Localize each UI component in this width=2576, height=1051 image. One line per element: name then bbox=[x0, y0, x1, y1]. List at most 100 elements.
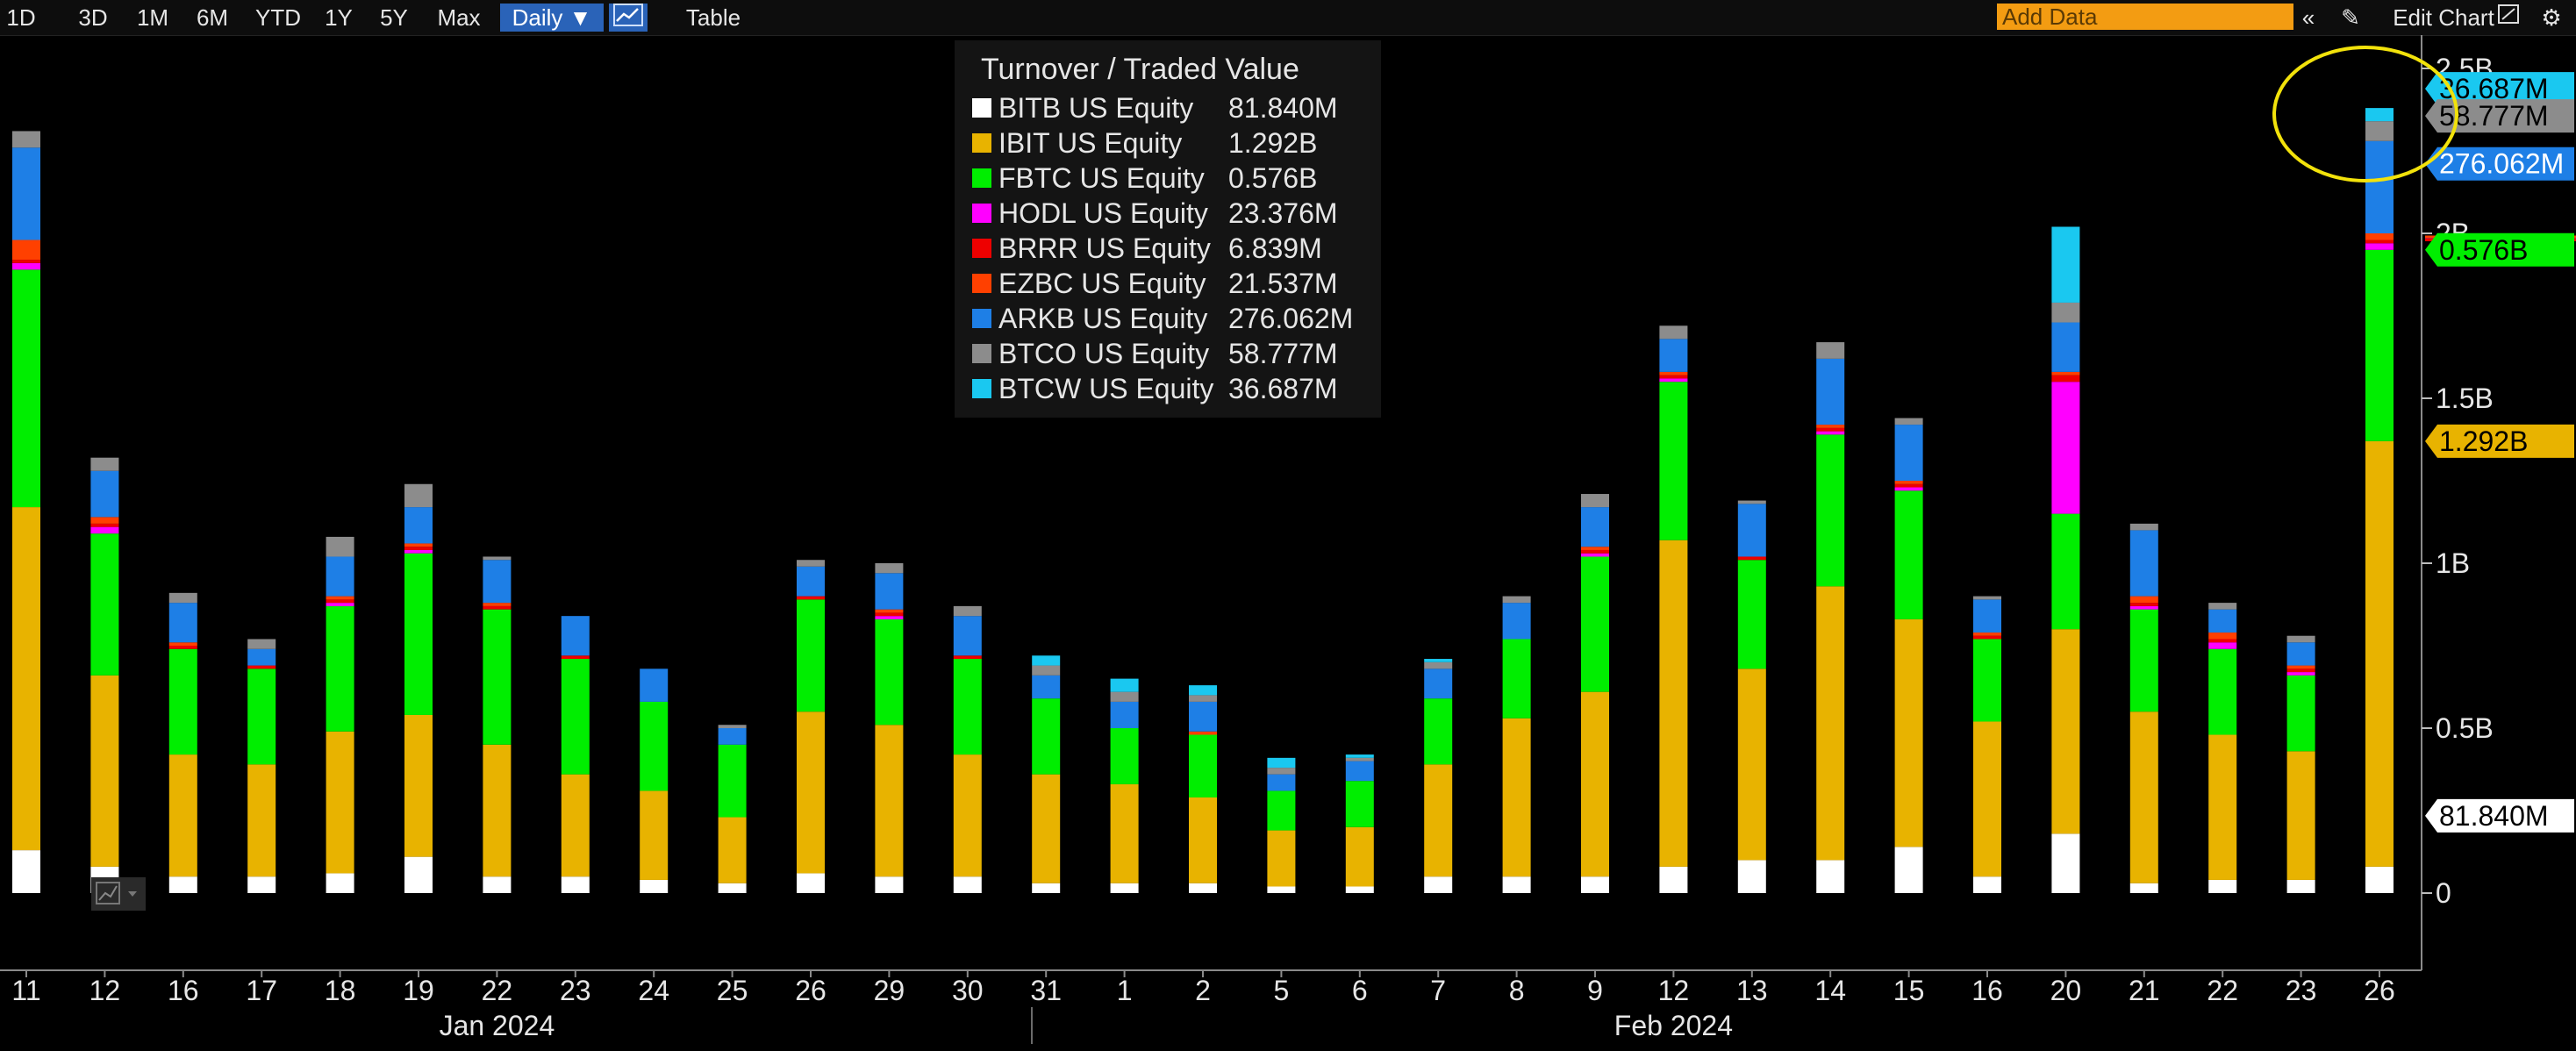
x-tick-label: 14 bbox=[1814, 975, 1846, 1006]
bar-segment-bitb bbox=[2129, 883, 2158, 893]
bar-segment-brrr bbox=[561, 655, 590, 660]
range-button-3d[interactable]: 3D bbox=[78, 4, 108, 31]
bar-segment-ibit bbox=[483, 744, 512, 877]
bar-segment-btco bbox=[1737, 500, 1766, 504]
chart-toolbar: 1D 3D 1M 6M YTD 1Y 5Y Max Daily ▼ Table Add Dat… bbox=[0, 0, 2576, 36]
bar-segment-arkb bbox=[875, 573, 904, 610]
bar-segment-ezbc bbox=[1659, 371, 1688, 375]
range-button-5y[interactable]: 5Y bbox=[380, 4, 408, 31]
bar-segment-ibit bbox=[2208, 734, 2237, 880]
bar-segment-btco bbox=[247, 639, 276, 649]
x-tick-label: 22 bbox=[2207, 975, 2238, 1006]
bar-segment-hodl bbox=[2129, 605, 2158, 610]
bar-segment-fbtc bbox=[326, 605, 354, 732]
bar-segment-brrr bbox=[2208, 639, 2237, 643]
bar-segment-btco bbox=[1816, 342, 1845, 359]
bar-segment-fbtc bbox=[404, 553, 433, 715]
bar-segment-fbtc bbox=[1894, 490, 1923, 619]
collapse-icon[interactable]: « bbox=[2301, 4, 2315, 31]
bar-segment-ezbc bbox=[483, 603, 512, 606]
bar-segment-hodl bbox=[12, 262, 40, 270]
bar-segment-bitb bbox=[483, 876, 512, 893]
bar-segment-brrr bbox=[1737, 556, 1766, 561]
bar-segment-btco bbox=[1345, 757, 1374, 761]
bar-segment-arkb bbox=[1894, 425, 1923, 481]
legend-label: EZBC US Equity bbox=[998, 268, 1206, 299]
bar-segment-fbtc bbox=[2208, 648, 2237, 735]
bar-segment-ezbc bbox=[875, 609, 904, 613]
bar-segment-brrr bbox=[483, 605, 512, 610]
bar-segment-bitb bbox=[2051, 833, 2080, 893]
bar-segment-arkb bbox=[483, 560, 512, 604]
pencil-icon[interactable]: ✎ bbox=[2341, 4, 2360, 31]
value-tag-btco: 58.777M bbox=[2425, 99, 2574, 133]
legend-item-fbtc: FBTC US Equity 0.576B bbox=[972, 161, 1381, 196]
x-tick-label: 7 bbox=[1430, 975, 1446, 1006]
bar-segment-fbtc bbox=[2129, 609, 2158, 712]
bar-segment-ibit bbox=[326, 731, 354, 874]
bar-segment-btco bbox=[1659, 325, 1688, 340]
range-button-1d[interactable]: 1D bbox=[6, 4, 36, 31]
bar-segment-ibit bbox=[953, 754, 982, 877]
bar-segment-btco bbox=[2051, 302, 2080, 323]
x-tick-label: 31 bbox=[1030, 975, 1062, 1006]
bar-segment-fbtc bbox=[1659, 382, 1688, 540]
bar-segment-ezbc bbox=[326, 596, 354, 600]
x-tick-label: 30 bbox=[952, 975, 984, 1006]
svg-text:0.576B: 0.576B bbox=[2439, 234, 2528, 266]
bar-segment-ibit bbox=[718, 817, 747, 883]
bar-segment-hodl bbox=[326, 603, 354, 606]
bar-segment-hodl bbox=[1659, 378, 1688, 383]
gear-icon[interactable]: ⚙ bbox=[2541, 4, 2562, 31]
x-tick-label: 29 bbox=[874, 975, 905, 1006]
legend-swatch bbox=[972, 343, 991, 363]
chart-type-icon[interactable] bbox=[609, 4, 648, 32]
range-button-6m[interactable]: 6M bbox=[196, 4, 229, 31]
bar-segment-ibit bbox=[2051, 629, 2080, 834]
range-button-1y[interactable]: 1Y bbox=[325, 4, 353, 31]
bar-segment-fbtc bbox=[1581, 556, 1609, 692]
chart-thumbnail-icon[interactable] bbox=[91, 877, 146, 911]
bar-segment-fbtc bbox=[2286, 675, 2315, 752]
chart-settings-icon[interactable] bbox=[2492, 4, 2527, 32]
bar-segment-arkb bbox=[2208, 609, 2237, 633]
legend-item-btcw: BTCW US Equity 36.687M bbox=[972, 371, 1381, 406]
range-button-1m[interactable]: 1M bbox=[136, 4, 169, 31]
x-tick-label: 12 bbox=[89, 975, 121, 1006]
legend-value: 58.777M bbox=[1228, 338, 1338, 369]
range-button-max[interactable]: Max bbox=[437, 4, 481, 31]
add-data-input[interactable]: Add Data bbox=[1997, 4, 2293, 30]
legend-label: HODL US Equity bbox=[998, 197, 1208, 229]
bar-segment-btco bbox=[326, 536, 354, 557]
bar-segment-bitb bbox=[1110, 883, 1139, 893]
bar-segment-arkb bbox=[2129, 530, 2158, 597]
legend-item-ezbc: EZBC US Equity 21.537M bbox=[972, 266, 1381, 301]
bar-segment-bitb bbox=[1267, 886, 1296, 893]
legend-item-btco: BTCO US Equity 58.777M bbox=[972, 336, 1381, 371]
legend-swatch bbox=[972, 97, 991, 118]
x-tick-label: 25 bbox=[717, 975, 748, 1006]
bar-segment-btcw bbox=[2365, 108, 2394, 122]
range-button-ytd[interactable]: YTD bbox=[255, 4, 301, 31]
bar-segment-btco bbox=[953, 605, 982, 617]
legend: Turnover / Traded Value BITB US Equity 81… bbox=[955, 40, 1381, 418]
table-button[interactable]: Table bbox=[685, 4, 741, 31]
bar-segment-ibit bbox=[247, 764, 276, 877]
bar-segment-btco bbox=[168, 592, 197, 604]
bar-segment-fbtc bbox=[2051, 513, 2080, 630]
bar-segment-hodl bbox=[404, 549, 433, 554]
bar-segment-ezbc bbox=[1189, 731, 1217, 735]
bar-segment-bitb bbox=[718, 883, 747, 893]
bar-segment-ibit bbox=[90, 675, 119, 867]
legend-value: 6.839M bbox=[1228, 232, 1322, 264]
bar-segment-ezbc bbox=[1581, 547, 1609, 550]
bar-segment-arkb bbox=[1267, 774, 1296, 791]
bar-segment-btcw bbox=[1267, 757, 1296, 769]
y-tick-label: 1B bbox=[2436, 547, 2470, 579]
legend-value: 0.576B bbox=[1228, 162, 1318, 194]
frequency-dropdown[interactable]: Daily ▼ bbox=[500, 4, 604, 32]
bar-segment-ibit bbox=[640, 790, 669, 880]
edit-chart-button[interactable]: Edit Chart bbox=[2393, 4, 2494, 31]
bar-segment-btco bbox=[12, 131, 40, 148]
bar-segment-hodl bbox=[1894, 487, 1923, 491]
